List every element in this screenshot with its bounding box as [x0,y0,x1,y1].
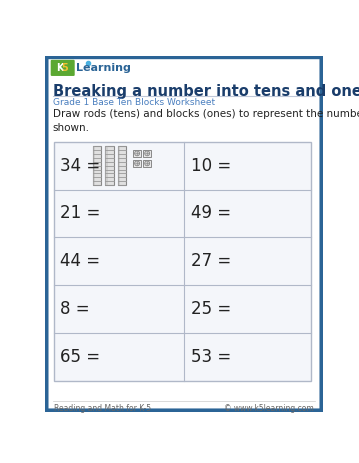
Text: 44 =: 44 = [60,252,101,270]
Text: Draw rods (tens) and blocks (ones) to represent the numbers
shown.: Draw rods (tens) and blocks (ones) to re… [53,109,359,133]
Bar [143,160,151,167]
Text: 21 =: 21 = [60,204,101,222]
FancyBboxPatch shape [51,60,75,76]
Text: K: K [56,63,63,73]
Text: 10 =: 10 = [191,156,231,175]
Text: 27 =: 27 = [191,252,231,270]
Text: 65 =: 65 = [60,348,101,366]
Bar [133,150,141,157]
Bar [105,146,114,185]
Text: Learning: Learning [76,63,131,73]
Bar [54,142,311,381]
Bar [118,146,126,185]
Circle shape [135,161,140,166]
Text: 49 =: 49 = [191,204,231,222]
Circle shape [145,161,150,166]
Text: 8 =: 8 = [60,300,90,318]
Text: 5: 5 [61,63,68,73]
Bar [133,160,141,167]
Text: 34 =: 34 = [60,156,101,175]
Text: © www.k5learning.com: © www.k5learning.com [224,404,314,413]
Bar [93,146,95,185]
Circle shape [145,151,150,156]
Text: Reading and Math for K-5: Reading and Math for K-5 [54,404,151,413]
Text: 25 =: 25 = [191,300,231,318]
Text: 53 =: 53 = [191,348,231,366]
Bar [143,150,151,157]
Circle shape [135,151,140,156]
FancyBboxPatch shape [46,57,322,411]
Bar [118,146,120,185]
Text: Grade 1 Base Ten Blocks Worksheet: Grade 1 Base Ten Blocks Worksheet [53,98,215,107]
Bar [105,146,108,185]
Text: Breaking a number into tens and ones: Breaking a number into tens and ones [53,84,359,99]
Bar [93,146,102,185]
